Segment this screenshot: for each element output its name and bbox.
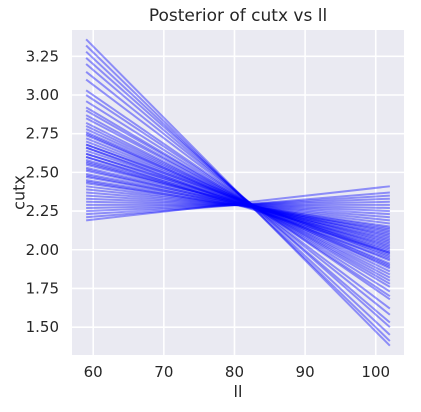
- x-tick-label: 90: [296, 363, 315, 381]
- posterior-line: [86, 188, 390, 222]
- posterior-line: [85, 114, 391, 282]
- x-tick-label: 80: [225, 363, 244, 381]
- posterior-line: [85, 57, 391, 328]
- posterior-line: [86, 191, 390, 219]
- posterior-line: [85, 63, 391, 324]
- posterior-line: [85, 149, 391, 253]
- y-tick-label: 2.50: [26, 163, 59, 181]
- y-axis-label: cutx: [10, 175, 29, 210]
- posterior-line: [85, 38, 391, 347]
- posterior-line: [85, 50, 391, 336]
- posterior-line: [85, 155, 391, 248]
- posterior-line: [85, 162, 391, 243]
- posterior-line: [85, 152, 391, 251]
- posterior-line: [85, 132, 391, 268]
- y-tick-label: 3.00: [26, 86, 59, 104]
- posterior-line: [85, 146, 391, 260]
- posterior-line: [85, 89, 391, 301]
- posterior-line: [85, 174, 391, 236]
- y-tick-label: 3.25: [26, 47, 59, 65]
- x-tick-label: 100: [361, 363, 390, 381]
- posterior-line: [85, 134, 391, 265]
- posterior-line: [86, 200, 390, 209]
- posterior-line: [85, 137, 391, 262]
- x-axis-label: ll: [234, 382, 243, 401]
- posterior-line: [85, 128, 391, 270]
- posterior-line: [85, 152, 391, 250]
- posterior-line: [85, 160, 391, 247]
- y-tick-label: 1.50: [26, 318, 59, 336]
- x-tick-label: 60: [84, 363, 103, 381]
- posterior-line: [85, 94, 391, 298]
- posterior-line: [85, 182, 391, 228]
- posterior-line: [86, 197, 390, 213]
- posterior-line: [85, 100, 391, 293]
- posterior-line: [85, 179, 391, 230]
- posterior-line: [85, 163, 391, 242]
- y-tick-labels: 1.50 1.75 2.00 2.25 2.50 2.75 3.00 3.25: [26, 47, 59, 336]
- x-tick-labels: 60 70 80 90 100: [84, 363, 390, 381]
- posterior-line: [86, 197, 390, 213]
- posterior-line: [85, 143, 391, 257]
- posterior-line: [85, 146, 391, 254]
- posterior-line: [85, 176, 391, 233]
- posterior-line: [86, 185, 390, 222]
- y-tick-label: 2.25: [26, 202, 59, 220]
- posterior-line: [85, 131, 391, 267]
- posterior-line: [86, 200, 390, 209]
- posterior-line: [85, 155, 391, 254]
- posterior-line: [85, 159, 391, 245]
- posterior-line: [86, 185, 390, 225]
- posterior-line: [85, 172, 391, 234]
- posterior-line: [85, 180, 391, 231]
- x-tick-label: 70: [154, 363, 173, 381]
- posterior-line: [85, 121, 391, 276]
- y-tick-label: 2.00: [26, 241, 59, 259]
- series-lines: [85, 38, 391, 347]
- posterior-line: [86, 191, 390, 219]
- posterior-line: [85, 166, 391, 239]
- posterior-line: [86, 194, 390, 216]
- posterior-line: [85, 106, 391, 288]
- posterior-line: [85, 125, 391, 273]
- y-tick-label: 2.75: [26, 125, 59, 143]
- posterior-line: [85, 109, 391, 285]
- posterior-line: [85, 140, 391, 259]
- posterior-line: [85, 44, 391, 342]
- posterior-line: [85, 117, 391, 279]
- posterior-line: [85, 143, 391, 256]
- posterior-line: [85, 71, 391, 316]
- posterior-line: [85, 168, 391, 240]
- plot-background: [72, 30, 404, 355]
- posterior-line: [86, 194, 390, 216]
- y-tick-label: 1.75: [26, 279, 59, 297]
- posterior-line: [85, 169, 391, 237]
- chart-title: Posterior of cutx vs ll: [149, 6, 327, 26]
- posterior-line: [85, 78, 391, 310]
- grid: [72, 30, 404, 355]
